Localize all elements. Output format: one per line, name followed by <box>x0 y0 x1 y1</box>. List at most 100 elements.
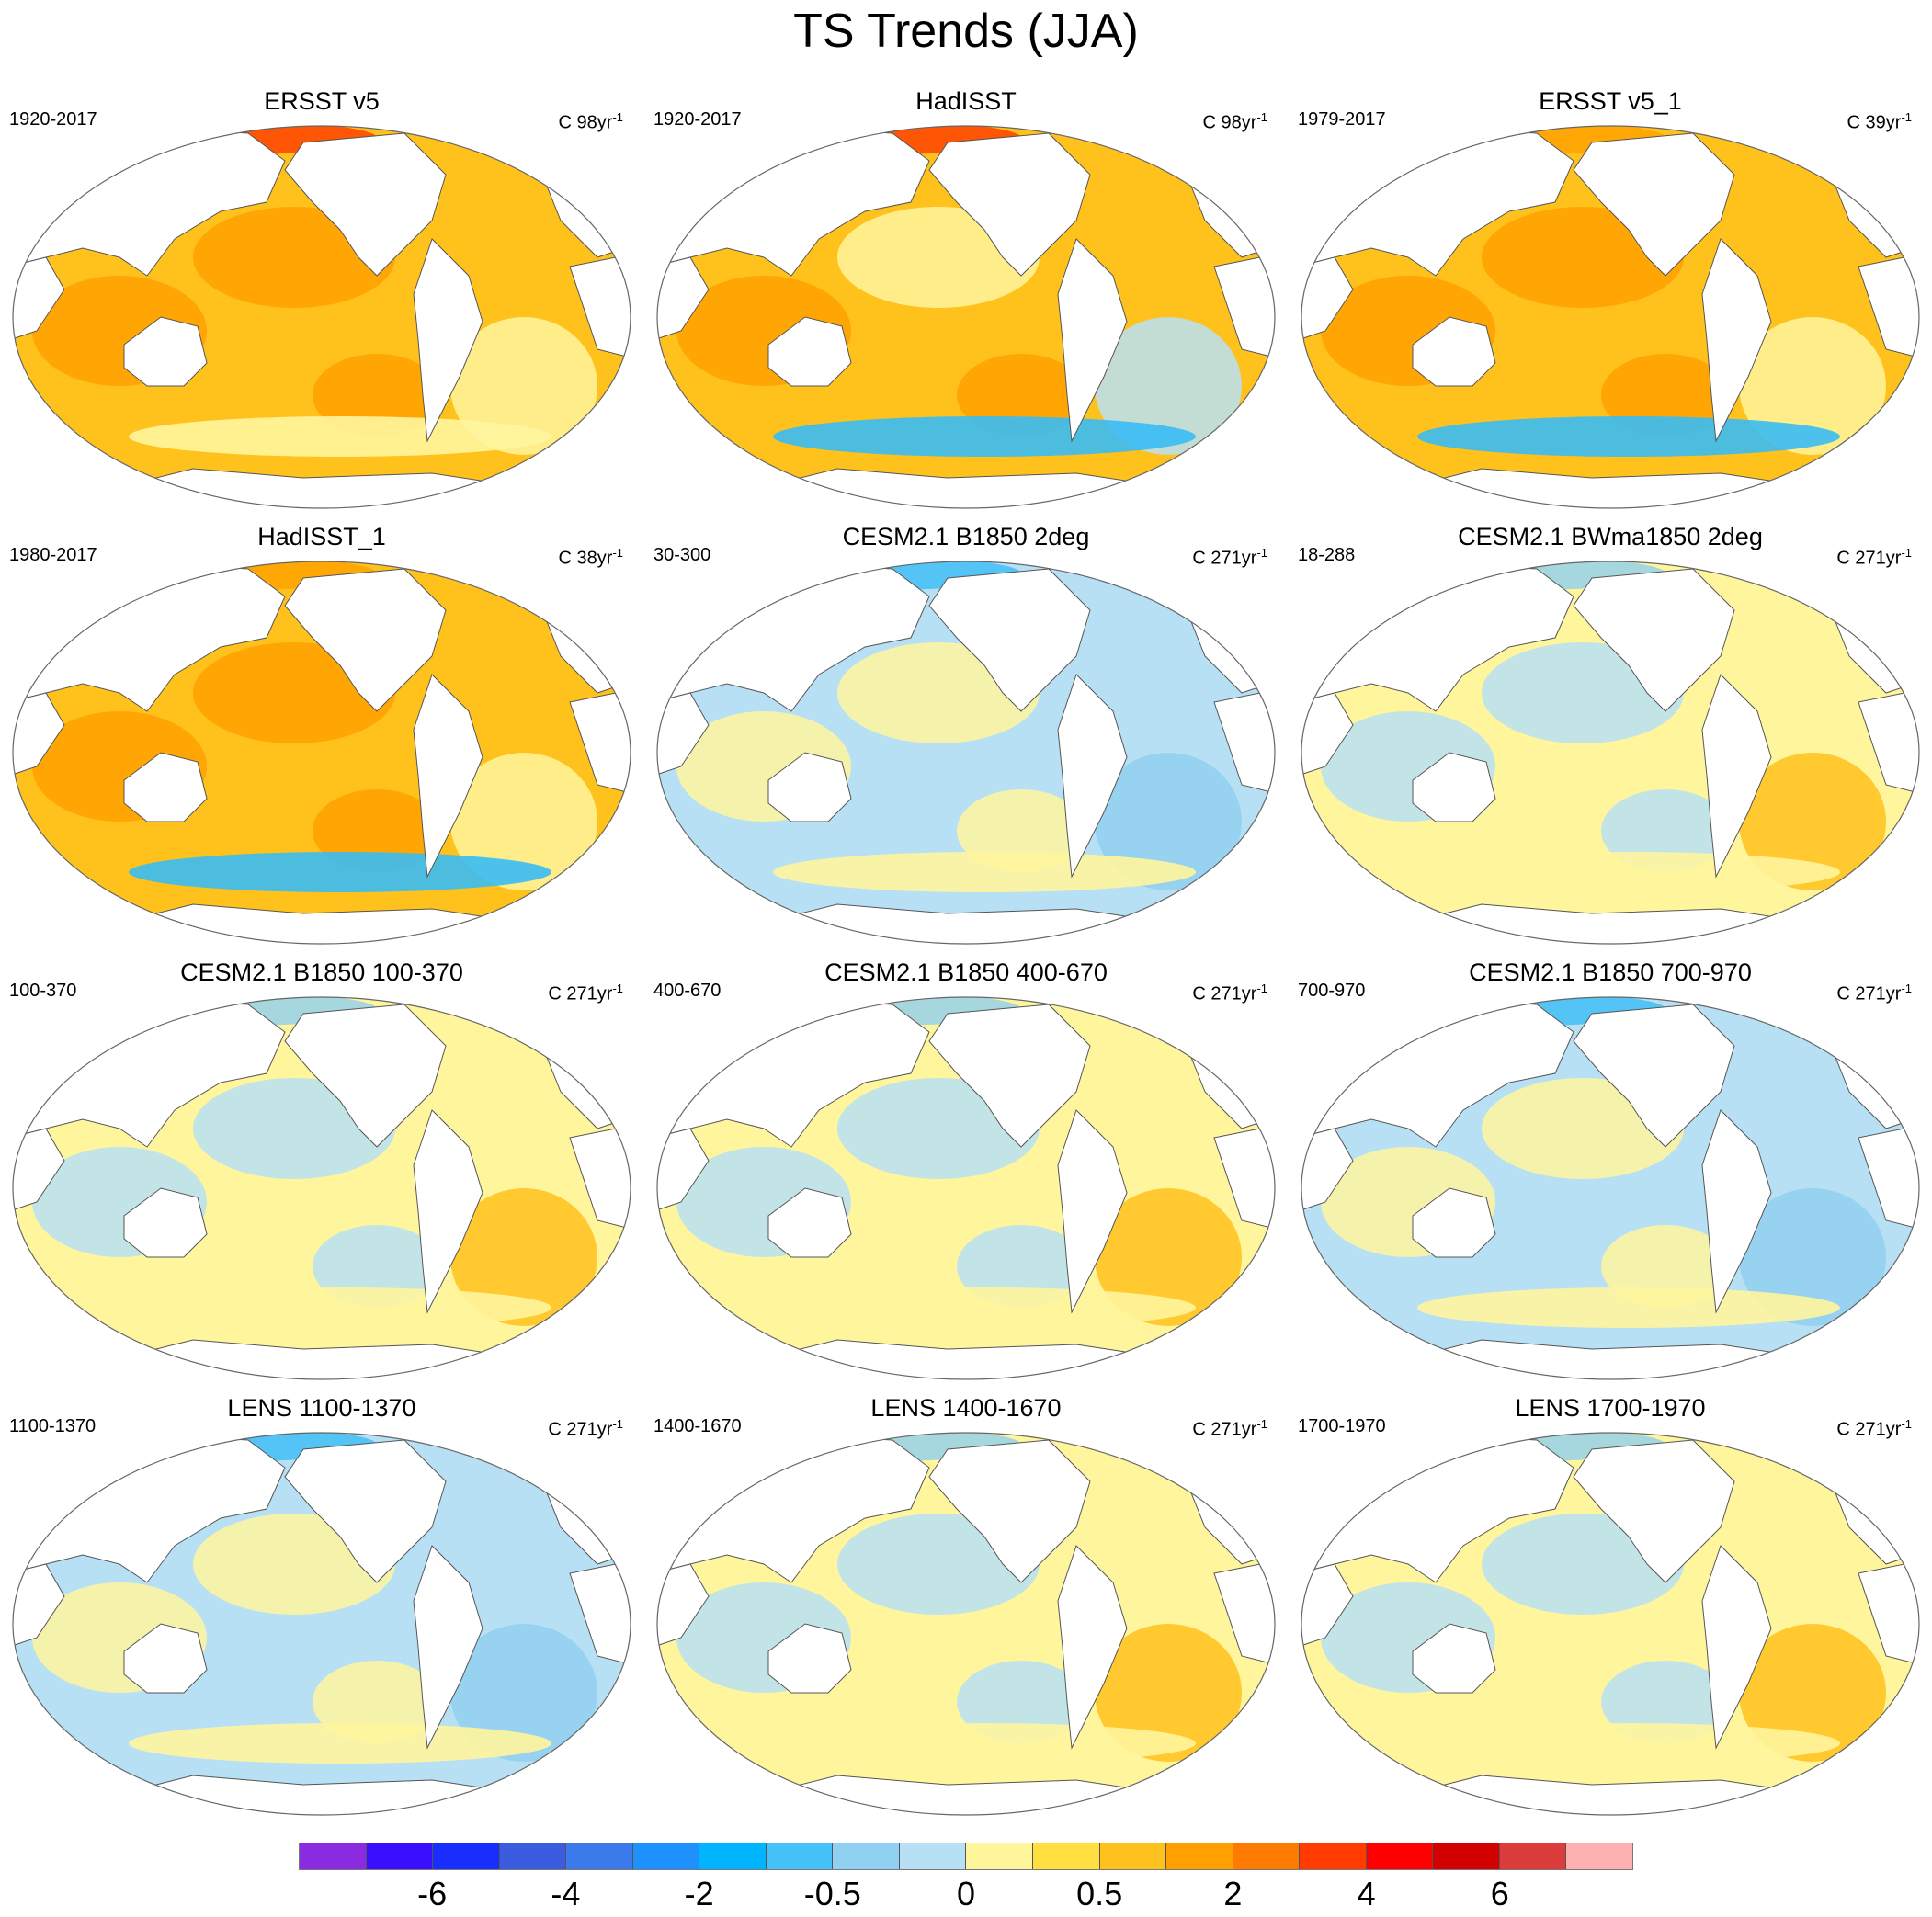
colorbar-swatch <box>499 1843 567 1869</box>
land-mass <box>413 674 483 879</box>
anomaly-region <box>450 1188 597 1326</box>
land-mass <box>1858 256 1919 359</box>
anomaly-region <box>1095 317 1242 455</box>
panel-units-text: C 98yr <box>1202 112 1257 133</box>
colorbar-swatch <box>1499 1843 1567 1869</box>
anomaly-region <box>1601 789 1730 872</box>
map-outline <box>656 1432 1276 1816</box>
panel-units-text: C 271yr <box>1192 1419 1257 1440</box>
panel-units-text: C 271yr <box>1836 1419 1902 1440</box>
anomaly-region <box>313 789 441 872</box>
land-mass <box>569 256 631 359</box>
land-mass <box>123 316 208 387</box>
map-outline <box>12 125 631 509</box>
colorbar-swatch <box>966 1843 1034 1869</box>
panel-title: LENS 1400-1670 <box>870 1394 1062 1422</box>
panel-period: 1920-2017 <box>653 109 742 130</box>
colorbar-swatch <box>566 1843 633 1869</box>
colorbar-tick-label: -0.5 <box>803 1875 861 1912</box>
southern-ocean-band <box>1417 852 1840 892</box>
southern-ocean-band <box>129 416 551 457</box>
colorbar-swatch <box>1300 1843 1367 1869</box>
land-mass <box>1301 1128 1354 1212</box>
colorbar-swatch <box>833 1843 900 1869</box>
world-map <box>656 561 1276 945</box>
world-map <box>656 996 1276 1380</box>
map-panel: LENS 1700-1970 1700-1970 C 271yr-1 <box>1289 1390 1932 1821</box>
panel-units: C 271yr-1 <box>1836 1413 1912 1441</box>
colorbar-swatch <box>366 1843 434 1869</box>
panel-units-exponent: -1 <box>612 981 623 995</box>
land-mass <box>928 1439 1091 1583</box>
land-mass <box>569 1128 631 1231</box>
anomaly-region <box>1095 1188 1242 1326</box>
land-mass <box>284 132 447 277</box>
southern-ocean-band <box>129 852 551 892</box>
figure-title: TS Trends (JJA) <box>793 5 1139 58</box>
panel-title: LENS 1700-1970 <box>1515 1394 1706 1422</box>
land-mass <box>1057 1109 1128 1314</box>
panel-units-exponent: -1 <box>1901 110 1912 124</box>
anomaly-region <box>957 789 1085 872</box>
land-mass <box>1057 238 1128 443</box>
panel-period: 1100-1370 <box>9 1416 97 1436</box>
map-outline <box>12 561 631 945</box>
anomaly-region <box>1601 1225 1730 1308</box>
land-mass <box>657 256 710 341</box>
panel-period: 100-370 <box>9 981 77 1001</box>
southern-ocean-band <box>773 1287 1196 1328</box>
panel-units-exponent: -1 <box>612 110 623 124</box>
colorbar-tick-label: 0.5 <box>1076 1875 1123 1912</box>
panel-units: C 98yr-1 <box>1203 107 1267 134</box>
panel-units-exponent: -1 <box>1901 981 1912 995</box>
land-mass <box>123 1623 208 1694</box>
map-outline <box>1301 125 1920 509</box>
panel-units-text: C 271yr <box>1836 548 1902 569</box>
panel-period: 1980-2017 <box>9 545 97 565</box>
land-mass <box>284 1439 447 1583</box>
land-mass <box>13 256 65 341</box>
land-mass <box>1412 316 1496 387</box>
anomaly-region <box>957 354 1085 437</box>
map-panel: ERSST v5_1 1979-2017 C 39yr-1 <box>1289 83 1932 515</box>
map-panel: LENS 1100-1370 1100-1370 C 271yr-1 <box>0 1390 643 1821</box>
land-mass <box>1573 132 1735 277</box>
land-mass <box>1701 674 1772 879</box>
colorbar-swatch <box>766 1843 834 1869</box>
colorbar-tick-label: 6 <box>1490 1875 1509 1912</box>
land-mass <box>1213 1563 1275 1666</box>
panel-units: C 38yr-1 <box>559 542 623 570</box>
land-mass <box>928 1004 1091 1148</box>
world-map <box>12 125 631 509</box>
anomaly-region <box>957 1225 1085 1308</box>
colorbar-tick-label: 4 <box>1357 1875 1376 1912</box>
panel-period: 18-288 <box>1298 545 1356 565</box>
world-map <box>12 1432 631 1816</box>
colorbar-swatch <box>699 1843 767 1869</box>
panel-period: 1979-2017 <box>1298 109 1386 130</box>
map-panel: HadISST_1 1980-2017 C 38yr-1 <box>0 518 643 950</box>
land-mass <box>13 1128 65 1212</box>
world-map <box>1301 996 1920 1380</box>
panel-units-text: C 271yr <box>1192 983 1257 1004</box>
land-mass <box>1057 1545 1128 1750</box>
colorbar <box>299 1843 1633 1870</box>
panel-title: ERSST v5 <box>264 87 380 115</box>
land-mass <box>1301 692 1354 777</box>
panel-units: C 271yr-1 <box>1192 1413 1267 1441</box>
panel-units-text: C 271yr <box>1192 548 1257 569</box>
colorbar-swatch <box>1566 1843 1632 1869</box>
map-panel: CESM2.1 B1850 2deg 30-300 C 271yr-1 <box>644 518 1288 950</box>
southern-ocean-band <box>129 1287 551 1328</box>
land-mass <box>1858 1563 1919 1666</box>
panel-period: 1920-2017 <box>9 109 97 130</box>
southern-ocean-band <box>773 1723 1196 1764</box>
panel-units: C 271yr-1 <box>1836 542 1912 570</box>
world-map <box>1301 1432 1920 1816</box>
panel-units-text: C 271yr <box>548 983 613 1004</box>
land-mass <box>767 1623 852 1694</box>
land-mass <box>1701 1545 1772 1750</box>
land-mass <box>928 132 1091 277</box>
panel-title: LENS 1100-1370 <box>227 1394 416 1422</box>
southern-ocean-band <box>1417 1723 1840 1764</box>
